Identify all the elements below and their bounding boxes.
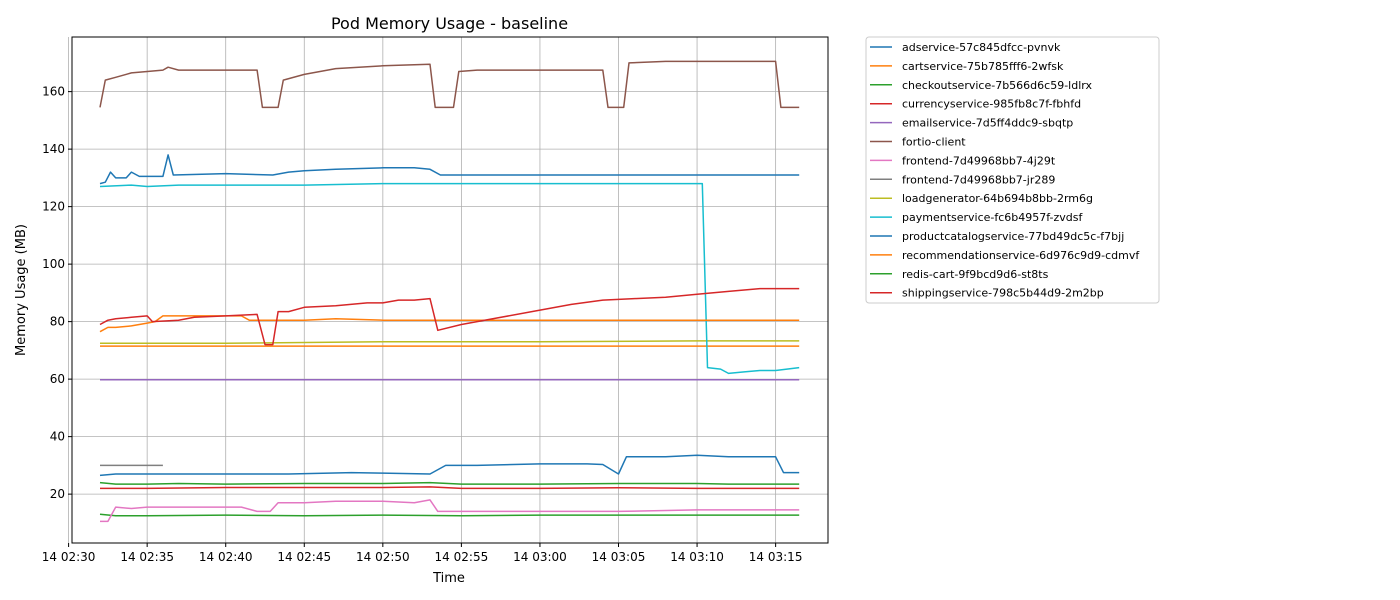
series-line-recommendationservice-6d976c9d9-cdmvf: [99, 315, 800, 333]
legend-box: [865, 36, 1160, 304]
legend-entry-label: currencyservice-985fb8c7f-fbhfd: [902, 98, 1081, 111]
legend-entry-label: redis-cart-9f9bcd9d6-st8ts: [902, 268, 1049, 281]
legend-entry-label: cartservice-75b785fff6-2wfsk: [902, 60, 1064, 73]
legend-entry-label: checkoutservice-7b566d6c59-ldlrx: [902, 79, 1092, 92]
series-line-redis-cart-9f9bcd9d6-st8ts: [99, 481, 800, 485]
legend-entry-label: recommendationservice-6d976c9d9-cdmvf: [902, 249, 1140, 262]
legend-entry-label: shippingservice-798c5b44d9-2m2bp: [902, 287, 1104, 300]
y-tick-label: 120: [42, 200, 65, 214]
y-axis-label: Memory Usage (MB): [14, 224, 29, 356]
legend: adservice-57c845dfcc-pvnvk cartservice-75…: [865, 36, 1160, 304]
y-tick-label: 160: [42, 85, 65, 99]
plot-frame: [71, 36, 829, 544]
x-axis-label: Time: [432, 571, 465, 586]
x-axis: 14 02:30 14 02:35 14 02:40 14 02:45 14 02:50…: [42, 543, 803, 564]
y-tick-label: 140: [42, 142, 65, 156]
legend-entry-label: frontend-7d49968bb7-4j29t: [902, 154, 1056, 167]
series-line-paymentservice-fc6b4957f-zvdsf: [99, 182, 800, 375]
y-tick-label: 80: [50, 315, 65, 329]
x-tick-label: 14 02:30: [42, 550, 96, 564]
y-axis: 20 40 60 80 100 120 140 160: [42, 85, 72, 501]
y-tick-label: 40: [50, 430, 65, 444]
series-line-frontend-7d49968bb7-4j29t: [100, 499, 800, 523]
legend-entry-label: paymentservice-fc6b4957f-zvdsf: [902, 211, 1084, 224]
x-tick-label: 14 02:55: [435, 550, 489, 564]
x-tick-label: 14 03:00: [513, 550, 567, 564]
legend-entry-label: loadgenerator-64b694b8bb-2rm6g: [902, 192, 1093, 205]
series-line-currencyservice-985fb8c7f-fbhfd: [100, 486, 800, 490]
series-line-adservice-57c845dfcc-pvnvk: [99, 454, 800, 477]
series-line-fortio-client: [99, 60, 800, 109]
x-tick-label: 14 02:45: [277, 550, 331, 564]
series-layer: [99, 60, 800, 523]
x-tick-label: 14 02:35: [120, 550, 174, 564]
legend-entry-label: emailservice-7d5ff4ddc9-sbqtp: [902, 117, 1073, 130]
x-tick-label: 14 03:05: [592, 550, 646, 564]
y-tick-label: 20: [50, 487, 65, 501]
chart-title: Pod Memory Usage - baseline: [331, 14, 568, 33]
series-line-shippingservice-798c5b44d9-2m2bp: [99, 287, 800, 346]
y-tick-label: 60: [50, 372, 65, 386]
series-line-loadgenerator-64b694b8bb-2rm6g: [100, 340, 800, 344]
series-line-productcatalogservice-77bd49dc5c-f7bjj: [99, 154, 800, 185]
series-line-checkoutservice-7b566d6c59-ldlrx: [99, 513, 800, 517]
legend-entry-label: productcatalogservice-77bd49dc5c-f7bjj: [902, 230, 1124, 243]
grid-lines: [68, 37, 828, 543]
legend-entry-label: fortio-client: [902, 136, 966, 149]
x-tick-label: 14 03:10: [670, 550, 724, 564]
legend-entry-label: frontend-7d49968bb7-jr289: [902, 173, 1055, 186]
x-tick-label: 14 02:40: [199, 550, 253, 564]
x-tick-label: 14 02:50: [356, 550, 410, 564]
y-tick-label: 100: [42, 257, 65, 271]
legend-entry-label: adservice-57c845dfcc-pvnvk: [902, 41, 1061, 54]
x-tick-label: 14 03:15: [749, 550, 803, 564]
